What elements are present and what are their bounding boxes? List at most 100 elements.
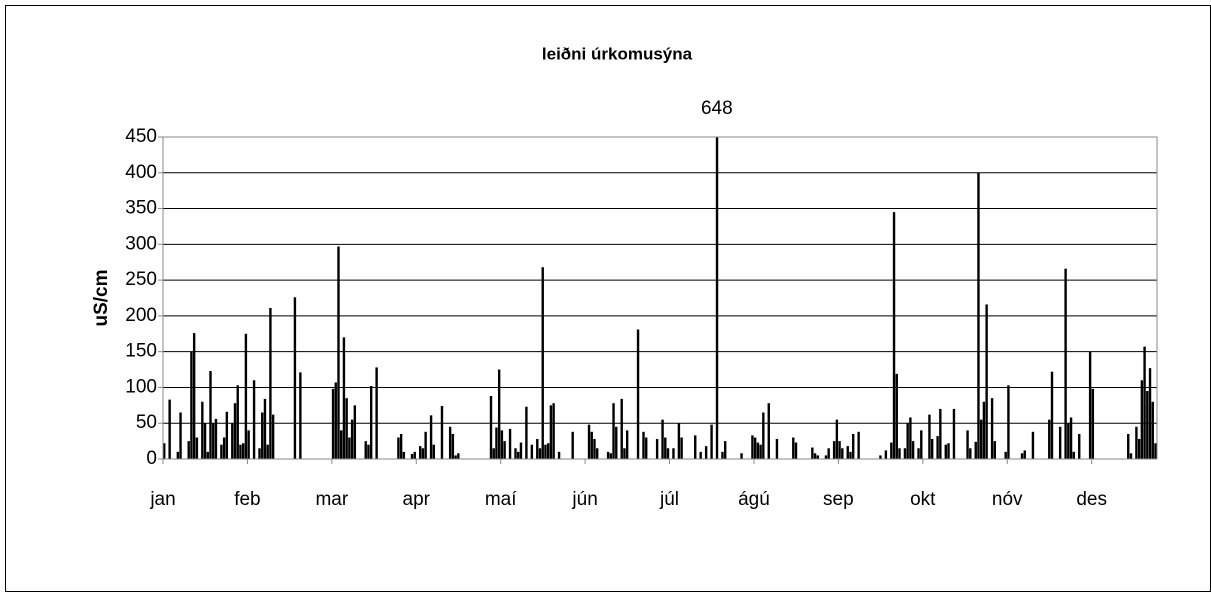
- bar: [990, 398, 994, 459]
- x-tick-label: maí: [485, 489, 517, 510]
- bar: [832, 441, 836, 459]
- bar: [1007, 385, 1010, 459]
- bar: [222, 437, 226, 459]
- bar: [261, 412, 264, 459]
- plot-border: [162, 136, 1158, 460]
- bar: [666, 448, 670, 459]
- y-tick-label: 350: [125, 198, 157, 219]
- bar: [1148, 368, 1152, 459]
- bar: [271, 414, 275, 459]
- bar: [192, 333, 196, 459]
- bar: [418, 446, 422, 459]
- y-tick-label: 200: [125, 305, 157, 326]
- bar: [331, 388, 335, 459]
- bar: [1072, 451, 1075, 459]
- bar: [179, 412, 182, 459]
- bar: [849, 451, 852, 459]
- y-tick-label: 50: [136, 412, 157, 433]
- bar: [367, 444, 370, 459]
- bar: [606, 451, 610, 459]
- bar: [337, 246, 340, 459]
- bar: [190, 351, 193, 459]
- bar: [168, 399, 171, 459]
- bar: [884, 450, 888, 459]
- bar: [909, 417, 912, 459]
- bar: [244, 333, 248, 459]
- bar: [596, 448, 599, 459]
- bar: [835, 419, 839, 459]
- chart-title: leiðni úrkomusýna: [542, 44, 693, 63]
- bar: [1023, 450, 1026, 459]
- x-tick-label: ágú: [738, 489, 770, 510]
- bar: [906, 423, 909, 459]
- x-tick-label: okt: [910, 489, 936, 510]
- x-tick-label: des: [1076, 489, 1107, 510]
- bar: [974, 441, 977, 459]
- bar: [252, 380, 256, 459]
- y-tick-label: 0: [146, 448, 157, 469]
- bar: [1091, 388, 1095, 459]
- bar: [985, 304, 988, 459]
- bar: [890, 442, 893, 459]
- bar: [895, 373, 898, 459]
- bar: [1143, 346, 1146, 459]
- chart-border: [5, 5, 1211, 592]
- bar: [623, 448, 626, 459]
- bar: [549, 405, 553, 459]
- bar: [231, 423, 234, 459]
- bar: [928, 414, 931, 459]
- bar: [892, 212, 896, 459]
- bar: [429, 415, 433, 459]
- bar: [206, 451, 209, 459]
- bar: [751, 435, 754, 459]
- bar: [699, 451, 702, 459]
- bar: [492, 448, 495, 459]
- bar: [239, 444, 242, 459]
- bar: [969, 448, 972, 459]
- bar: [176, 451, 180, 459]
- x-tick-label: apr: [403, 489, 431, 510]
- bar: [1031, 431, 1035, 459]
- bar: [930, 438, 934, 459]
- bar: [348, 437, 351, 459]
- bar: [879, 455, 882, 459]
- bar: [966, 430, 969, 459]
- bar: [811, 447, 814, 459]
- bar: [571, 431, 574, 459]
- bar: [334, 382, 337, 459]
- y-tick-label: 450: [125, 126, 157, 147]
- bar: [661, 419, 664, 459]
- bar: [1140, 380, 1144, 459]
- bar: [636, 329, 640, 459]
- bar: [201, 401, 204, 459]
- bar: [500, 430, 504, 459]
- bar: [756, 442, 760, 459]
- bar: [593, 438, 596, 459]
- bar: [399, 433, 403, 459]
- bar: [898, 448, 901, 459]
- bar: [1020, 453, 1024, 459]
- bar: [350, 419, 354, 459]
- bar: [1064, 268, 1067, 459]
- bar: [939, 408, 942, 459]
- y-tick-label: 300: [125, 233, 157, 254]
- bar: [721, 451, 724, 459]
- bar: [448, 426, 452, 459]
- bar: [495, 427, 498, 459]
- bar: [936, 436, 939, 459]
- bar: [642, 431, 645, 459]
- bar: [813, 453, 817, 459]
- bar: [740, 453, 743, 459]
- bar: [694, 435, 697, 459]
- bar: [590, 431, 593, 459]
- bar: [1137, 438, 1141, 459]
- bar: [952, 408, 956, 459]
- bar: [1129, 453, 1133, 459]
- bar: [1151, 401, 1154, 459]
- bar: [715, 137, 719, 459]
- bar: [677, 423, 681, 459]
- annotation: 648: [701, 98, 733, 119]
- bar: [187, 441, 190, 459]
- bar: [424, 431, 427, 459]
